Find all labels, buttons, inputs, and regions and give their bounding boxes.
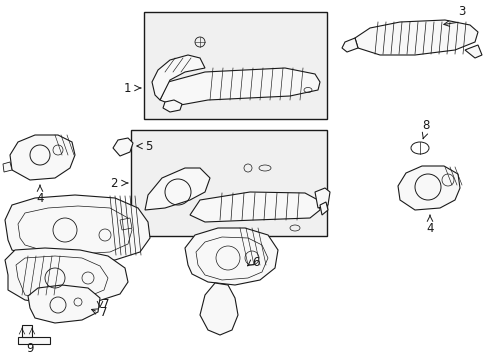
Polygon shape: [397, 166, 459, 210]
Text: 6: 6: [251, 256, 259, 269]
Polygon shape: [319, 202, 327, 215]
Text: 4: 4: [36, 192, 43, 205]
Polygon shape: [354, 20, 477, 55]
Polygon shape: [464, 45, 481, 58]
Text: 1: 1: [123, 81, 131, 95]
Text: 9: 9: [26, 342, 34, 355]
Polygon shape: [78, 262, 92, 272]
Polygon shape: [58, 260, 72, 274]
Polygon shape: [152, 55, 204, 100]
Polygon shape: [28, 285, 100, 323]
Polygon shape: [5, 248, 128, 305]
Text: 2: 2: [110, 176, 118, 189]
Polygon shape: [341, 38, 357, 52]
Polygon shape: [200, 283, 238, 335]
Text: 3: 3: [457, 5, 465, 18]
Polygon shape: [120, 218, 132, 230]
Text: 7: 7: [102, 298, 109, 311]
Text: 4: 4: [426, 222, 433, 235]
Polygon shape: [18, 337, 50, 344]
Polygon shape: [190, 192, 319, 222]
Polygon shape: [160, 68, 319, 106]
Polygon shape: [145, 168, 209, 210]
Polygon shape: [10, 135, 75, 180]
Polygon shape: [163, 100, 182, 112]
Polygon shape: [5, 195, 150, 262]
Bar: [131, 130, 326, 236]
Polygon shape: [113, 138, 133, 156]
Bar: [143, 12, 326, 119]
Text: 7: 7: [100, 306, 107, 319]
Polygon shape: [184, 228, 278, 285]
Text: 5: 5: [145, 140, 152, 153]
Polygon shape: [3, 162, 12, 172]
Polygon shape: [22, 325, 32, 337]
Text: 8: 8: [421, 119, 428, 132]
Polygon shape: [314, 188, 329, 208]
